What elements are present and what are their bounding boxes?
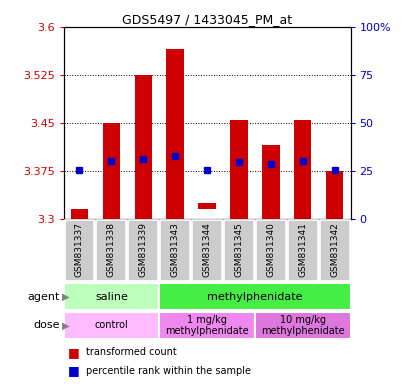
Bar bbox=[166, 49, 184, 219]
Text: GSM831345: GSM831345 bbox=[234, 222, 243, 277]
Text: GSM831337: GSM831337 bbox=[75, 222, 84, 277]
Bar bbox=[198, 203, 215, 209]
Bar bbox=[325, 171, 343, 219]
Text: ▶: ▶ bbox=[62, 291, 70, 302]
Text: agent: agent bbox=[27, 291, 59, 302]
Bar bbox=[96, 220, 126, 281]
Bar bbox=[159, 283, 350, 310]
Text: methylphenidate: methylphenidate bbox=[207, 291, 302, 302]
Text: control: control bbox=[94, 320, 128, 331]
Text: GSM831340: GSM831340 bbox=[266, 222, 275, 277]
Text: ▶: ▶ bbox=[62, 320, 70, 331]
Text: GSM831342: GSM831342 bbox=[329, 222, 338, 276]
Bar bbox=[70, 209, 88, 219]
Bar bbox=[223, 220, 253, 281]
Text: GSM831344: GSM831344 bbox=[202, 222, 211, 276]
Text: GSM831339: GSM831339 bbox=[138, 222, 147, 277]
Bar bbox=[64, 220, 94, 281]
Title: GDS5497 / 1433045_PM_at: GDS5497 / 1433045_PM_at bbox=[122, 13, 291, 26]
Bar bbox=[63, 283, 159, 310]
Bar bbox=[102, 123, 120, 219]
Bar bbox=[128, 220, 158, 281]
Bar bbox=[255, 220, 285, 281]
Bar bbox=[191, 220, 222, 281]
Text: ■: ■ bbox=[67, 346, 79, 359]
Bar bbox=[159, 312, 254, 339]
Text: ■: ■ bbox=[67, 364, 79, 377]
Bar bbox=[287, 220, 317, 281]
Text: GSM831338: GSM831338 bbox=[107, 222, 116, 277]
Text: percentile rank within the sample: percentile rank within the sample bbox=[86, 366, 250, 376]
Text: dose: dose bbox=[33, 320, 59, 331]
Text: GSM831343: GSM831343 bbox=[170, 222, 179, 277]
Bar bbox=[134, 75, 152, 219]
Bar bbox=[293, 120, 311, 219]
Text: 10 mg/kg
methylphenidate: 10 mg/kg methylphenidate bbox=[260, 314, 344, 336]
Text: transformed count: transformed count bbox=[86, 347, 176, 357]
Bar bbox=[319, 220, 349, 281]
Text: 1 mg/kg
methylphenidate: 1 mg/kg methylphenidate bbox=[165, 314, 248, 336]
Text: saline: saline bbox=[95, 291, 128, 302]
Text: GSM831341: GSM831341 bbox=[297, 222, 306, 277]
Bar bbox=[63, 312, 159, 339]
Bar bbox=[261, 145, 279, 219]
Bar bbox=[160, 220, 190, 281]
Bar bbox=[254, 312, 350, 339]
Bar bbox=[229, 120, 247, 219]
